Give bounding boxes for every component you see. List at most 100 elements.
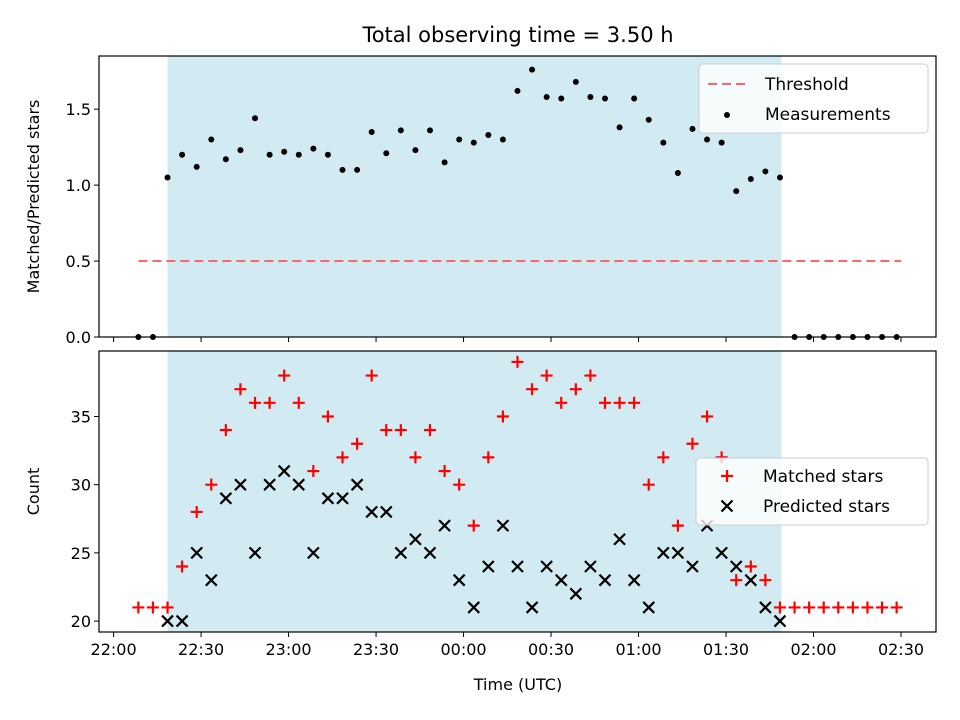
measurement-point [252, 115, 259, 122]
matched-star-point [788, 601, 801, 614]
predicted-star-point [190, 546, 203, 560]
legend-box [698, 63, 929, 134]
matched-star-point [132, 601, 145, 614]
x-tick-label: 02:00 [790, 640, 836, 659]
predicted-star-point [248, 546, 262, 560]
measurement-point [543, 94, 550, 101]
measurement-point [470, 139, 477, 146]
predicted-star-point [686, 560, 699, 573]
predicted-star-point [350, 478, 364, 491]
y-tick-label: 35 [71, 407, 91, 426]
legend: Matched stars Predicted stars [695, 457, 929, 526]
measurement-point [776, 174, 783, 181]
predicted-star-point [584, 560, 597, 573]
matched-star-point [803, 601, 816, 614]
measurement-point [266, 151, 273, 158]
matched-star-point [555, 396, 568, 409]
y-tick-label: 20 [71, 612, 91, 631]
predicted-star-point [657, 546, 670, 560]
y-tick-label: 0.0 [66, 328, 91, 347]
measurement-point [529, 66, 536, 73]
matched-star-point [817, 601, 830, 614]
measurement-point [412, 147, 419, 154]
matched-star-point [876, 601, 889, 614]
matched-star-point [146, 601, 159, 614]
observing-window [167, 351, 782, 632]
top-panel: 0.0 0.5 1.0 1.5 Matched/Predicted stars Thres… [24, 55, 937, 347]
y-tick-label: 1.5 [66, 100, 91, 119]
matched-star-point [307, 465, 320, 478]
predicted-star-point [365, 505, 378, 519]
measurement-point [354, 166, 361, 173]
matched-star-point [657, 451, 670, 464]
bottom-panel: 22:00 22:30 23:00 23:30 00:00 00:30 01:00 01:30… [24, 350, 937, 659]
predicted-star-point [496, 519, 510, 532]
matched-star-point [759, 574, 772, 587]
x-tick-label: 23:00 [266, 640, 312, 659]
matched-star-point [526, 383, 539, 396]
matched-star-point [161, 601, 174, 614]
predicted-star-point [773, 614, 787, 628]
measurement-point [208, 136, 215, 143]
matched-star-point [467, 519, 480, 532]
matched-star-point [263, 396, 276, 409]
x-tick-label: 22:00 [91, 640, 137, 659]
matched-star-point [190, 505, 203, 518]
x-tick-label: 23:30 [353, 640, 399, 659]
matched-star-point [482, 451, 495, 464]
measurement-point [733, 188, 740, 195]
x-tick-label: 01:30 [703, 640, 749, 659]
matched-star-point [569, 383, 582, 396]
x-tick-label: 00:00 [440, 640, 486, 659]
predicted-star-point [540, 560, 553, 573]
chart-title: Total observing time = 3.50 h [361, 23, 673, 47]
predicted-star-point [627, 573, 641, 587]
predicted-star-point [744, 573, 758, 587]
matched-legend-swatch [721, 470, 733, 482]
predicted-star-point [642, 601, 656, 614]
legend-label: Matched stars [763, 467, 883, 487]
measurement-point [383, 150, 390, 157]
y-tick-label: 1.0 [66, 176, 91, 195]
predicted-legend-swatch [720, 499, 734, 513]
predicted-star-point [482, 560, 495, 573]
measurement-point [456, 136, 463, 143]
measurement-point [616, 124, 623, 131]
matched-star-point [394, 424, 407, 437]
matched-star-point [598, 396, 611, 409]
x-tick-label: 22:30 [178, 640, 224, 659]
measurement-point [674, 169, 681, 176]
matched-star-point [686, 437, 699, 450]
x-tick-label: 00:30 [528, 640, 574, 659]
measurement-point [762, 168, 769, 175]
predicted-star-point [234, 478, 247, 491]
predicted-star-point [263, 478, 276, 491]
predicted-star-point [438, 519, 451, 532]
matched-star-point [496, 410, 509, 423]
predicted-star-point [613, 532, 626, 546]
measurement-point [499, 136, 506, 143]
predicted-star-point [452, 573, 466, 587]
measurement-point [295, 151, 302, 158]
measurement-point [660, 139, 667, 146]
matched-star-point [438, 465, 451, 478]
measurement-point [281, 148, 288, 155]
matched-star-point [671, 519, 684, 532]
measurement-point [514, 87, 521, 94]
legend: Threshold Measurements [698, 63, 929, 134]
measurement-point [704, 136, 711, 143]
matched-star-point [453, 478, 466, 491]
measurement-point [631, 95, 638, 102]
axes-frame [98, 350, 937, 633]
measurements-legend-swatch [724, 112, 730, 118]
legend-box [695, 457, 929, 526]
predicted-star-point [759, 601, 772, 614]
predicted-star-point [161, 614, 174, 628]
predicted-star-point [715, 546, 728, 560]
measurement-point [441, 159, 448, 166]
y-tick-label: 25 [71, 544, 91, 563]
matched-star-point [278, 369, 291, 382]
predicted-star-point [729, 560, 743, 573]
measurement-point [164, 174, 171, 181]
